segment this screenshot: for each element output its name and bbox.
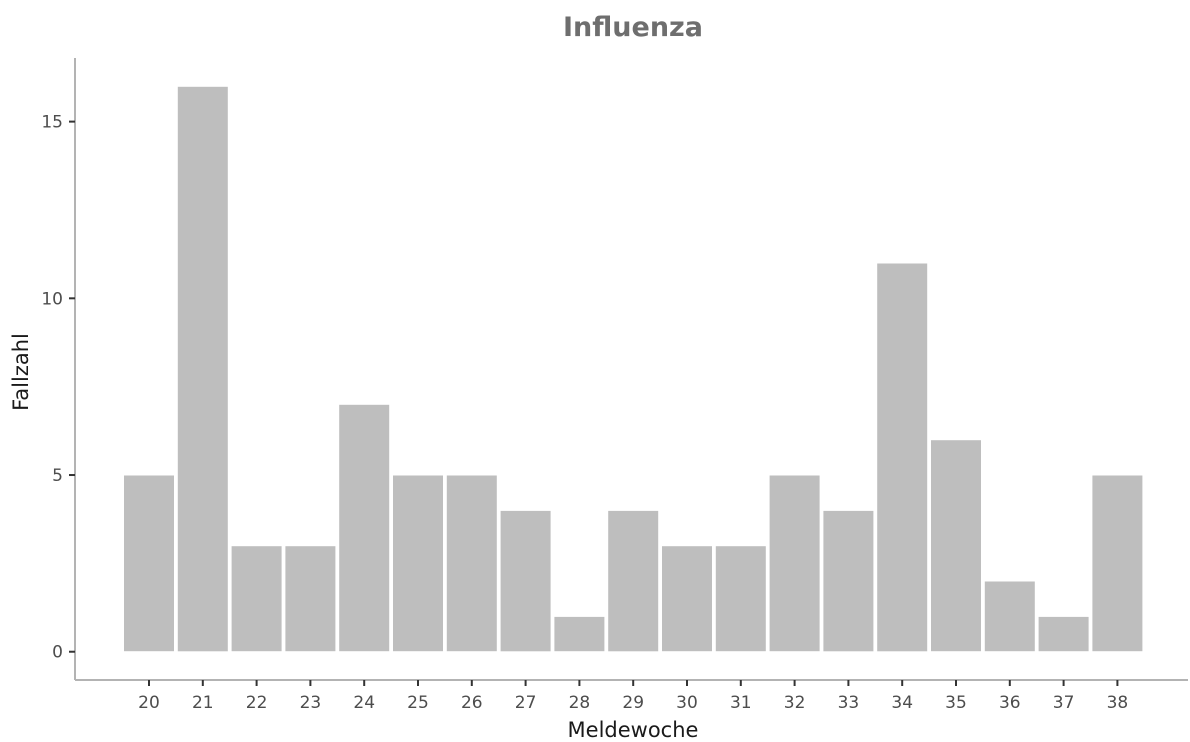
bar-27 xyxy=(499,509,552,653)
x-tick-label: 20 xyxy=(138,693,160,713)
bar-22 xyxy=(230,545,283,653)
bar-37 xyxy=(1037,615,1090,653)
x-axis-ticks: 20 21 22 23 24 25 26 27 28 29 30 31 32 33 34 35 36 37 38 xyxy=(138,680,1128,713)
x-axis-label: Meldewoche xyxy=(568,718,699,742)
bar-21 xyxy=(176,85,229,653)
bar-32 xyxy=(768,474,821,653)
bar-23 xyxy=(284,545,337,653)
x-tick-label: 36 xyxy=(999,693,1021,713)
y-tick-label: 15 xyxy=(41,113,63,133)
bar-25 xyxy=(392,474,444,653)
x-tick-label: 21 xyxy=(192,693,214,713)
x-tick-label: 38 xyxy=(1107,693,1129,713)
bar-26 xyxy=(445,474,498,653)
x-tick-label: 24 xyxy=(353,693,375,713)
bar-24 xyxy=(338,403,391,653)
x-tick-label: 29 xyxy=(622,693,644,713)
bars-group xyxy=(123,85,1144,653)
y-tick-label: 0 xyxy=(52,643,63,663)
x-tick-label: 35 xyxy=(945,693,967,713)
x-tick-label: 25 xyxy=(407,693,429,713)
bar-30 xyxy=(661,545,713,653)
bar-28 xyxy=(553,615,606,653)
y-tick-label: 10 xyxy=(41,289,63,309)
x-tick-label: 30 xyxy=(676,693,698,713)
x-tick-label: 23 xyxy=(300,693,322,713)
bar-33 xyxy=(822,509,875,653)
bar-35 xyxy=(930,439,982,653)
x-tick-label: 22 xyxy=(246,693,268,713)
chart-title: Influenza xyxy=(563,12,703,43)
x-tick-label: 26 xyxy=(461,693,483,713)
bar-31 xyxy=(714,545,767,653)
x-tick-label: 27 xyxy=(515,693,537,713)
x-tick-label: 31 xyxy=(730,693,752,713)
bar-36 xyxy=(983,580,1036,653)
bar-38 xyxy=(1091,474,1144,653)
y-axis-ticks: 0 5 10 15 xyxy=(41,113,75,663)
x-tick-label: 34 xyxy=(891,693,913,713)
x-tick-label: 33 xyxy=(838,693,860,713)
x-tick-label: 37 xyxy=(1053,693,1075,713)
bar-34 xyxy=(876,262,929,653)
bar-29 xyxy=(607,509,660,653)
y-tick-label: 5 xyxy=(52,466,63,486)
x-tick-label: 28 xyxy=(569,693,591,713)
plot-area: 0 5 10 15 20 21 22 23 24 25 26 27 28 29 30 31 32 33 34 35 3… xyxy=(41,58,1188,713)
y-axis-label: Fallzahl xyxy=(9,333,33,411)
x-tick-label: 32 xyxy=(784,693,806,713)
bar-20 xyxy=(123,474,175,653)
